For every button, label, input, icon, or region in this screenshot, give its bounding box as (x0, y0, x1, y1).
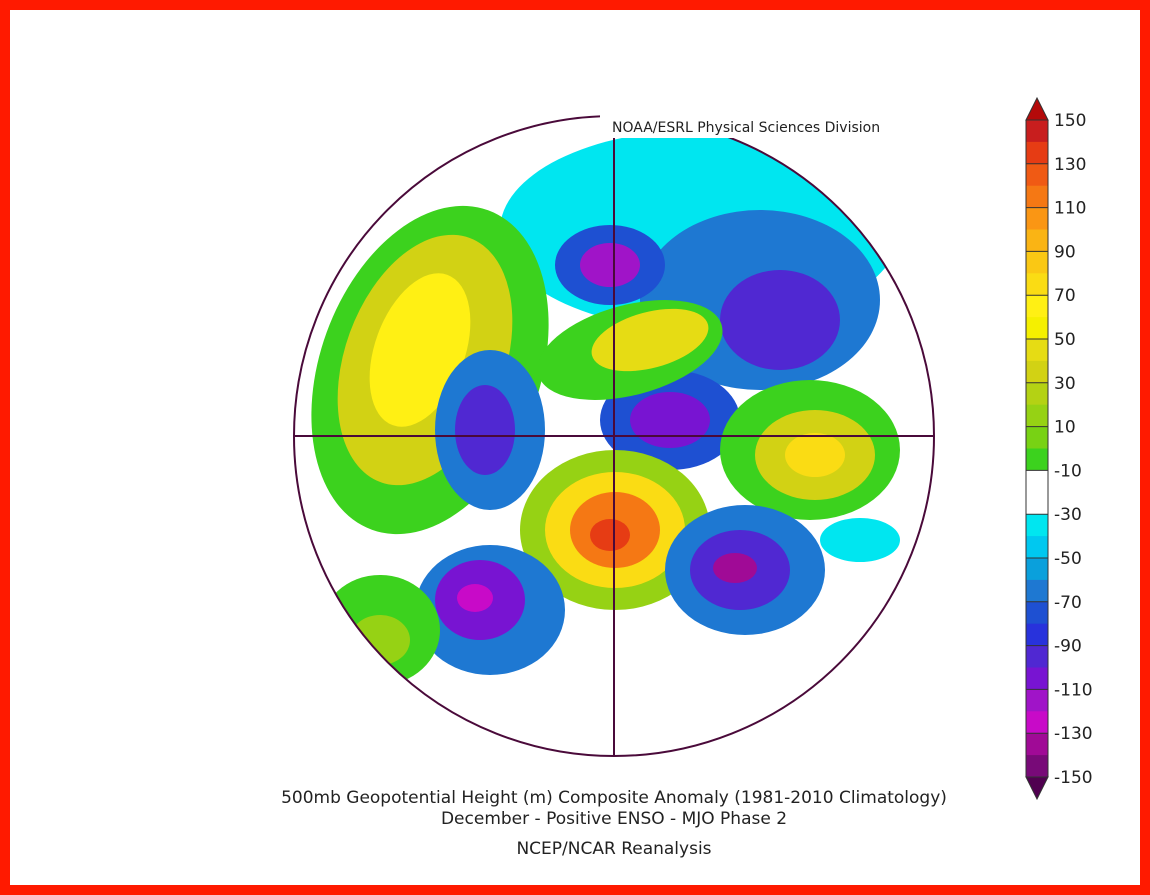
colorbar-swatch (1026, 185, 1048, 209)
colorbar-swatch (1026, 207, 1048, 230)
colorbar-tick-label: -30 (1054, 505, 1082, 525)
anomaly-map (294, 116, 934, 756)
colorbar-tick-label: 150 (1054, 111, 1086, 131)
colorbar-swatch (1026, 120, 1048, 143)
colorbar-swatch (1026, 536, 1048, 559)
colorbar-tick-label: 110 (1054, 199, 1086, 219)
colorbar-tick-label: 30 (1054, 374, 1076, 394)
dataset-label: NCEP/NCAR Reanalysis (516, 839, 711, 859)
title: 500mb Geopotential Height (m) Composite … (281, 788, 947, 808)
colorbar-swatch (1026, 514, 1048, 537)
colorbar-swatch (1026, 382, 1048, 406)
colorbar-over (1025, 96, 1049, 121)
colorbar-swatch (1026, 689, 1048, 712)
colorbar-swatch (1026, 426, 1048, 449)
colorbar-tick-label: -70 (1054, 593, 1082, 613)
colorbar-swatch (1026, 755, 1048, 778)
colorbar-tick-label: -110 (1054, 680, 1093, 700)
colorbar-swatch (1026, 558, 1048, 581)
colorbar-swatch (1026, 295, 1048, 318)
colorbar-tick-label: -90 (1054, 637, 1082, 657)
colorbar-swatch (1026, 667, 1048, 690)
colorbar-swatch (1026, 645, 1048, 668)
source-label: NOAA/ESRL Physical Sciences Division (612, 120, 880, 136)
colorbar-swatch (1026, 317, 1048, 340)
colorbar-tick-label: 50 (1054, 330, 1076, 350)
colorbar-tick-label: 10 (1054, 418, 1076, 438)
colorbar-swatch (1026, 711, 1048, 734)
colorbar-swatch (1026, 251, 1048, 274)
colorbar-swatch (1026, 470, 1048, 493)
colorbar-swatch (1026, 141, 1048, 165)
colorbar-tick-label: 130 (1054, 155, 1086, 175)
subtitle: December - Positive ENSO - MJO Phase 2 (441, 809, 787, 829)
colorbar: 150 130 110 90 70 50 30 10 -10 -30 -50 -70 -90 -110 -1… (1025, 96, 1093, 801)
colorbar-swatch (1026, 623, 1048, 647)
colorbar-swatch (1026, 339, 1048, 362)
colorbar-swatch (1026, 273, 1048, 296)
colorbar-swatch (1026, 229, 1048, 252)
colorbar-swatch (1026, 404, 1048, 428)
colorbar-swatch (1026, 733, 1048, 756)
colorbar-tick-label: -10 (1054, 461, 1082, 481)
colorbar-tick-label: -50 (1054, 549, 1082, 569)
colorbar-tick-label: 70 (1054, 286, 1076, 306)
colorbar-swatch (1026, 360, 1048, 384)
colorbar-tick-label: 90 (1054, 242, 1076, 262)
colorbar-tick-label: -150 (1054, 768, 1093, 788)
colorbar-swatch (1026, 579, 1048, 603)
colorbar-swatch (1026, 448, 1048, 471)
colorbar-tick-label: -130 (1054, 724, 1093, 744)
colorbar-swatch (1026, 601, 1048, 625)
colorbar-swatch (1026, 492, 1048, 515)
colorbar-under (1025, 776, 1049, 801)
colorbar-swatch (1026, 163, 1048, 187)
